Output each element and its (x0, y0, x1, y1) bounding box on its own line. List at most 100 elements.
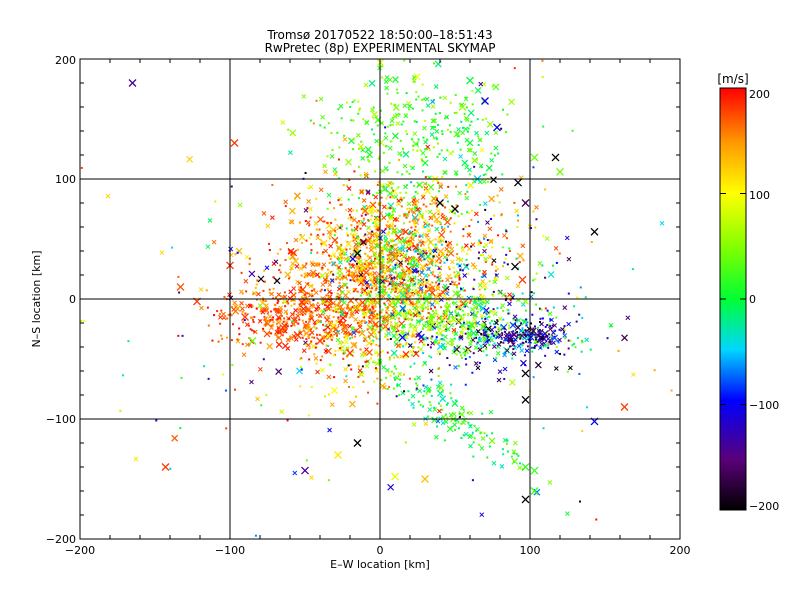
data-point (236, 251, 239, 254)
data-point (533, 342, 536, 345)
data-point (364, 280, 370, 285)
data-point (178, 291, 181, 294)
data-point (497, 152, 500, 155)
data-point (455, 314, 458, 317)
data-point (225, 427, 228, 430)
data-point (508, 327, 511, 330)
data-point (453, 337, 456, 340)
data-point (520, 359, 527, 367)
data-point (248, 270, 256, 278)
data-point (219, 322, 222, 325)
data-point (313, 336, 316, 339)
data-point (445, 403, 448, 406)
data-point (426, 326, 431, 332)
data-point (392, 196, 395, 199)
data-point (288, 317, 291, 320)
data-point (337, 199, 340, 202)
data-point (434, 112, 437, 115)
data-point (338, 281, 341, 284)
data-point (429, 257, 435, 263)
data-point (371, 230, 374, 233)
data-point (350, 368, 353, 371)
data-point (434, 299, 440, 305)
data-point (431, 216, 434, 219)
data-point (386, 351, 389, 354)
data-point (348, 331, 353, 337)
data-point (265, 319, 268, 322)
data-point (385, 232, 391, 237)
data-point (369, 201, 377, 209)
data-point (395, 395, 398, 398)
data-point (357, 165, 360, 168)
data-point (353, 249, 362, 258)
data-point (171, 434, 179, 442)
data-point (434, 243, 437, 246)
data-point (381, 229, 386, 234)
data-point (530, 291, 533, 294)
data-point (360, 156, 366, 161)
data-point (465, 363, 468, 366)
data-point (286, 419, 289, 422)
data-point (446, 217, 449, 220)
data-point (385, 269, 388, 272)
data-point (477, 135, 480, 138)
data-point (282, 320, 285, 323)
data-point (359, 238, 367, 246)
data-point (360, 309, 363, 312)
data-point (314, 306, 319, 312)
data-point (304, 343, 307, 346)
data-point (539, 341, 545, 347)
data-point (481, 179, 487, 184)
data-point (512, 330, 515, 333)
data-point (283, 317, 286, 320)
data-point (389, 291, 392, 294)
data-point (421, 194, 424, 197)
data-point (262, 358, 265, 361)
data-point (363, 171, 369, 177)
data-point (417, 95, 420, 98)
data-point (478, 443, 481, 446)
data-point (372, 237, 380, 245)
data-point (362, 312, 365, 315)
data-point (459, 300, 462, 303)
data-point (555, 261, 558, 264)
data-point (342, 184, 345, 187)
data-point (497, 290, 502, 295)
data-point (476, 341, 479, 344)
data-point (503, 351, 506, 354)
data-point (367, 391, 370, 394)
data-point (480, 165, 483, 168)
data-point (378, 262, 381, 265)
data-point (376, 317, 379, 320)
data-point (387, 255, 390, 258)
data-point (380, 286, 386, 291)
data-point (537, 333, 545, 341)
data-point (311, 294, 314, 297)
data-point (540, 308, 543, 311)
data-point (411, 422, 417, 427)
data-point (335, 296, 338, 299)
data-point (390, 239, 393, 242)
data-point (266, 307, 269, 310)
data-point (360, 214, 363, 217)
data-point (327, 294, 333, 300)
data-point (313, 262, 319, 267)
data-point (402, 287, 408, 293)
data-point (419, 207, 422, 210)
data-point (523, 333, 526, 336)
data-point (444, 206, 447, 209)
data-point (413, 195, 416, 198)
data-point (405, 292, 408, 295)
data-point (437, 313, 440, 316)
data-point (388, 231, 391, 234)
data-point (337, 320, 343, 326)
data-point (407, 279, 410, 282)
data-point (376, 377, 379, 380)
data-point (322, 251, 325, 254)
data-point (450, 343, 453, 346)
data-point (310, 340, 313, 343)
data-point (375, 235, 378, 238)
data-point (306, 307, 311, 313)
data-point (232, 300, 238, 306)
data-point (507, 337, 512, 343)
